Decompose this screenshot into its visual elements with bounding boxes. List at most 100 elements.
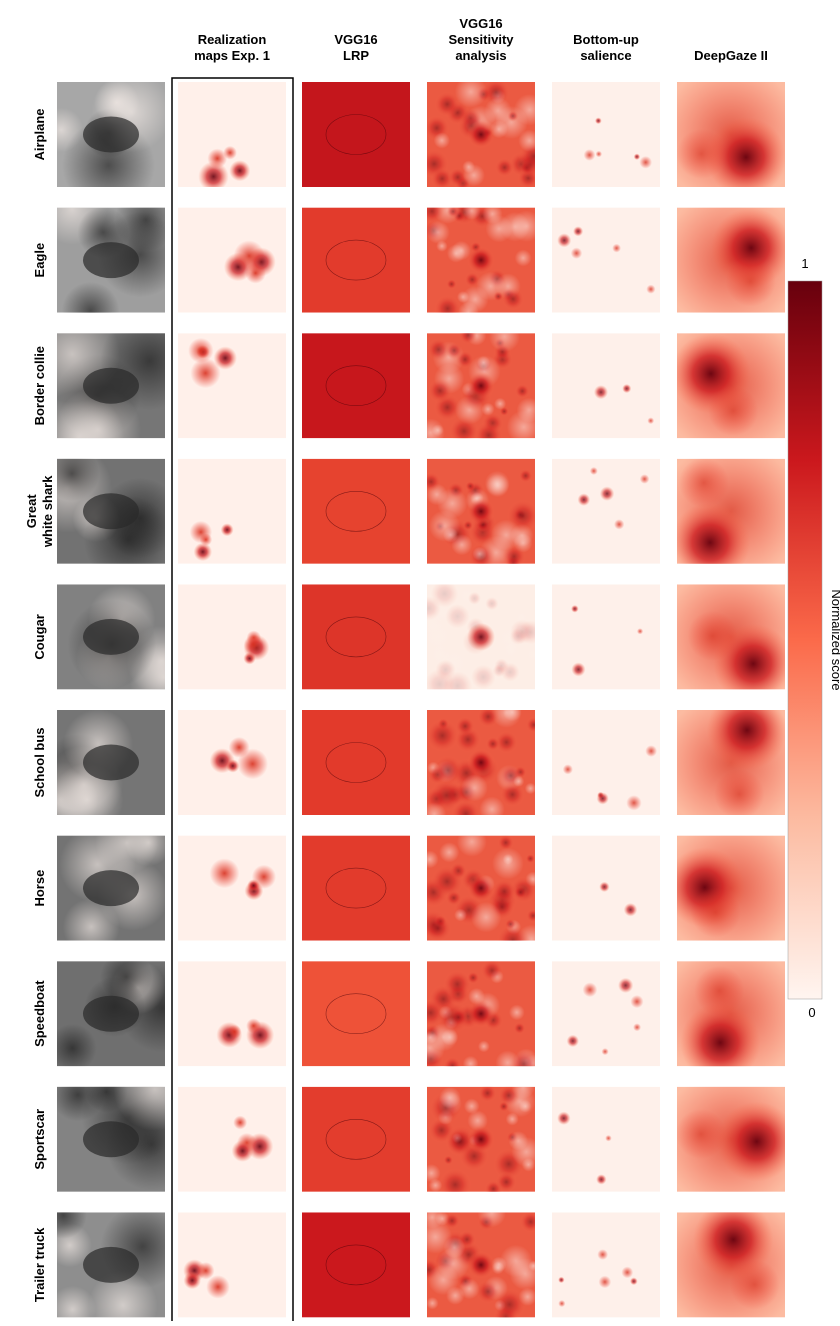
cell <box>427 1086 535 1192</box>
heat-blob <box>528 1260 535 1272</box>
heat-blob <box>605 1134 612 1142</box>
heat-blob <box>193 542 213 562</box>
heatmap <box>302 1086 410 1192</box>
row-label: Sportscar <box>32 1109 47 1170</box>
heat-blob <box>443 1212 461 1230</box>
colorbar-title: Normalized score <box>829 589 840 690</box>
heat-blob <box>566 1034 579 1048</box>
colorbar-min: 0 <box>808 1005 815 1020</box>
heat-blob <box>596 792 609 805</box>
photo-object <box>83 493 139 530</box>
heat-blob <box>443 1155 454 1166</box>
cell <box>677 207 785 313</box>
cell <box>178 835 286 941</box>
heat-blob <box>478 1040 490 1053</box>
row-label: Great <box>24 494 39 529</box>
column-header: VGG16 <box>459 16 502 31</box>
heat-blob <box>462 1055 479 1067</box>
heat-blob <box>451 534 473 556</box>
heat-blob <box>502 544 527 564</box>
heat-blob <box>494 157 515 178</box>
cell <box>302 82 410 187</box>
column-header: Sensitivity <box>448 32 514 47</box>
cell <box>178 584 286 690</box>
heat-blob <box>427 1164 441 1183</box>
cell <box>677 835 785 941</box>
cell <box>57 82 165 187</box>
heat-blob <box>594 117 602 125</box>
heat-blob <box>427 850 439 869</box>
cell <box>552 333 660 439</box>
cell <box>178 1212 286 1318</box>
colorbar <box>787 280 823 1000</box>
cell <box>57 710 165 815</box>
heat-blob <box>506 410 535 439</box>
heatmap <box>302 710 410 815</box>
heat-blob <box>524 782 535 795</box>
heat-blob <box>484 1179 503 1192</box>
cell <box>57 333 165 439</box>
heat-blob <box>514 249 532 267</box>
heat-blob <box>496 923 530 941</box>
heat-blob <box>220 523 234 537</box>
heat-blob <box>597 1249 609 1260</box>
heat-blob <box>446 244 466 263</box>
heatmap <box>178 458 286 564</box>
cell <box>302 710 410 815</box>
photo-object <box>83 1121 139 1158</box>
heat-blob <box>438 1167 472 1192</box>
heat-blob <box>645 745 658 757</box>
heat-blob <box>443 1056 462 1067</box>
heat-blob <box>446 207 460 218</box>
heatmap <box>302 207 410 313</box>
heat-blob <box>427 207 445 224</box>
heatmap <box>302 961 410 1067</box>
cell <box>427 333 535 439</box>
heat-blob <box>518 129 535 152</box>
cell <box>427 1212 535 1318</box>
heat-blob <box>514 383 530 399</box>
heat-blob <box>501 287 525 311</box>
heat-blob <box>57 1086 105 1122</box>
heat-blob <box>439 842 460 863</box>
heat-blob <box>633 1023 642 1032</box>
cell <box>302 333 410 439</box>
column-header: salience <box>580 48 631 63</box>
heat-blob <box>467 120 495 149</box>
heat-blob <box>513 885 528 900</box>
cell <box>552 1212 660 1318</box>
heat-blob <box>457 301 479 313</box>
heat-blob <box>646 284 656 294</box>
heat-blob <box>477 1212 506 1228</box>
column-header: Bottom-up <box>573 32 639 47</box>
heat-blob <box>429 778 464 813</box>
heat-blob <box>513 93 535 126</box>
heat-blob <box>621 1266 634 1279</box>
heat-blob <box>213 346 237 370</box>
heat-blob <box>427 914 452 941</box>
heat-blob <box>228 736 250 758</box>
heat-blob <box>233 1115 248 1130</box>
cell <box>677 961 785 1067</box>
heat-blob <box>577 493 591 506</box>
row-label: Border collie <box>32 346 47 425</box>
heat-blob <box>243 634 264 655</box>
heat-blob <box>433 132 450 149</box>
heat-blob <box>598 1275 612 1289</box>
cell <box>677 1086 785 1192</box>
heat-blob <box>432 755 464 786</box>
heat-blob <box>716 1101 785 1182</box>
photo-object <box>83 367 139 404</box>
heat-blob <box>518 468 533 483</box>
heat-blob <box>467 497 495 526</box>
heat-blob <box>612 243 621 253</box>
heat-blob <box>482 207 503 225</box>
heat-blob <box>460 774 488 802</box>
row-label: School bus <box>32 727 47 797</box>
heat-blob <box>467 246 495 275</box>
heat-blob <box>690 887 741 938</box>
heatmap <box>302 584 410 690</box>
heat-blob <box>446 278 458 290</box>
heat-blob <box>57 458 100 502</box>
heat-blob <box>231 1140 254 1162</box>
